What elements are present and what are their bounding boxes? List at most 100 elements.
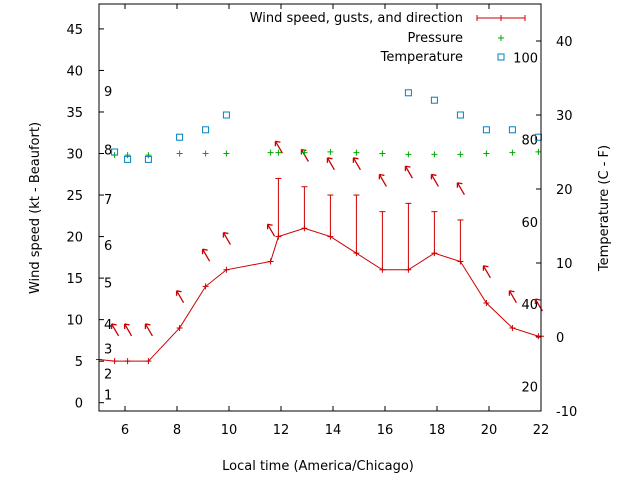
pressure-point — [124, 152, 131, 159]
wind-direction-arrow — [404, 165, 413, 179]
temperature-point — [508, 126, 516, 134]
y-left-tick-label: 5 — [75, 355, 83, 370]
beaufort-label: 8 — [104, 143, 112, 158]
x-tick-label: 22 — [533, 423, 550, 438]
pressure-point — [275, 149, 282, 156]
x-tick-label: 14 — [325, 423, 342, 438]
y-right-tick-label: 30 — [556, 109, 573, 124]
y-left-tick-label: 45 — [66, 23, 83, 38]
fahrenheit-label: 80 — [521, 134, 538, 149]
pressure-point — [353, 149, 360, 156]
ticks-layer: 6 8 10 12 14 16 18 20 22051015202530354045-10010… — [66, 4, 577, 438]
y-right-tick-label: -10 — [556, 405, 577, 420]
legend-label: Wind speed, gusts, and direction — [250, 11, 463, 26]
temperature-point — [404, 89, 412, 97]
pressure-point — [379, 150, 386, 157]
x-tick-label: 16 — [377, 423, 394, 438]
pressure-point — [457, 151, 464, 158]
fahrenheit-label: 40 — [521, 298, 538, 313]
temperature-point — [124, 155, 132, 163]
wind-direction-arrow — [274, 140, 283, 154]
x-axis-label: Local time (America/Chicago) — [222, 459, 414, 474]
pressure-point — [145, 152, 152, 159]
fahrenheit-label: 60 — [521, 216, 538, 231]
y-left-tick-label: 25 — [66, 189, 83, 204]
beaufort-label: 7 — [104, 193, 112, 208]
beaufort-label: 4 — [104, 318, 112, 333]
x-tick-label: 18 — [429, 423, 446, 438]
y-axis-left-label: Wind speed (kt - Beaufort) — [28, 122, 43, 294]
temperature-point — [222, 111, 230, 119]
pressure-point — [223, 150, 230, 157]
y-left-tick-label: 20 — [66, 231, 83, 246]
pressure-point — [535, 148, 542, 155]
wind-direction-arrow — [110, 323, 120, 337]
legend-swatch-marker — [498, 15, 504, 21]
wind-direction-arrow — [222, 231, 231, 245]
y-right-tick-label: 0 — [556, 331, 564, 346]
y-left-tick-label: 15 — [66, 272, 83, 287]
beaufort-label: 6 — [104, 239, 112, 254]
temperature-point — [202, 126, 210, 134]
wind-direction-arrow — [201, 248, 211, 262]
wind-speed-point — [327, 233, 334, 240]
y-right-tick-label: 40 — [556, 35, 573, 50]
wind-direction-arrow — [378, 173, 387, 187]
plot-frame — [98, 3, 542, 412]
wind-speed-point — [431, 250, 438, 257]
wind-speed-line — [98, 227, 541, 362]
wind-speed-point — [124, 358, 131, 365]
wind-speed-point — [405, 266, 412, 273]
wind-direction-arrow — [175, 290, 185, 304]
pressure-point — [405, 151, 412, 158]
wind-direction-arrow — [144, 323, 153, 337]
wind-speed-point — [353, 250, 360, 257]
x-tick-label: 6 — [121, 423, 129, 438]
wind-speed-point — [275, 233, 282, 240]
wind-direction-arrow — [508, 290, 517, 304]
wind-direction-arrow — [430, 173, 439, 187]
y-left-tick-label: 0 — [75, 397, 83, 412]
wind-speed-point — [111, 358, 118, 365]
wind-speed-point — [223, 266, 230, 273]
wind-direction-arrow — [123, 323, 133, 337]
y-left-tick-label: 40 — [66, 64, 83, 79]
wind-speed-point — [267, 258, 274, 265]
temperature-point — [430, 96, 438, 104]
wind-speed-point — [145, 358, 152, 365]
beaufort-label: 9 — [104, 85, 112, 100]
temperature-point — [111, 148, 119, 156]
fahrenheit-label: 100 — [513, 51, 538, 66]
data-layer — [96, 89, 544, 365]
legend-swatch-marker — [498, 35, 504, 41]
y-left-tick-label: 30 — [66, 148, 83, 163]
pressure-point — [509, 149, 516, 156]
wind-speed-point — [509, 324, 516, 331]
y-axis-right-label: Temperature (C - F) — [597, 145, 612, 272]
wind-speed-point — [379, 266, 386, 273]
legend-label: Pressure — [407, 31, 463, 46]
pressure-point — [327, 148, 334, 155]
beaufort-label: 1 — [104, 388, 112, 403]
y-left-tick-label: 10 — [66, 314, 83, 329]
y-right-tick-label: 20 — [556, 183, 573, 198]
wind-speed-point — [483, 300, 490, 307]
x-tick-label: 20 — [481, 423, 498, 438]
fahrenheit-label: 20 — [521, 380, 538, 395]
beaufort-label: 2 — [104, 368, 112, 383]
wind-direction-arrow — [266, 223, 276, 237]
temperature-point — [456, 111, 464, 119]
x-tick-label: 10 — [221, 423, 238, 438]
wind-direction-arrow — [456, 182, 465, 196]
wind-speed-point — [202, 283, 209, 290]
pressure-point — [267, 149, 274, 156]
pressure-point — [431, 151, 438, 158]
pressure-point — [483, 150, 490, 157]
temperature-point — [144, 155, 152, 163]
wind-speed-point — [176, 324, 183, 331]
temperature-point — [482, 126, 490, 134]
temperature-point — [176, 133, 184, 141]
beaufort-label: 5 — [104, 276, 112, 291]
pressure-point — [202, 150, 209, 157]
